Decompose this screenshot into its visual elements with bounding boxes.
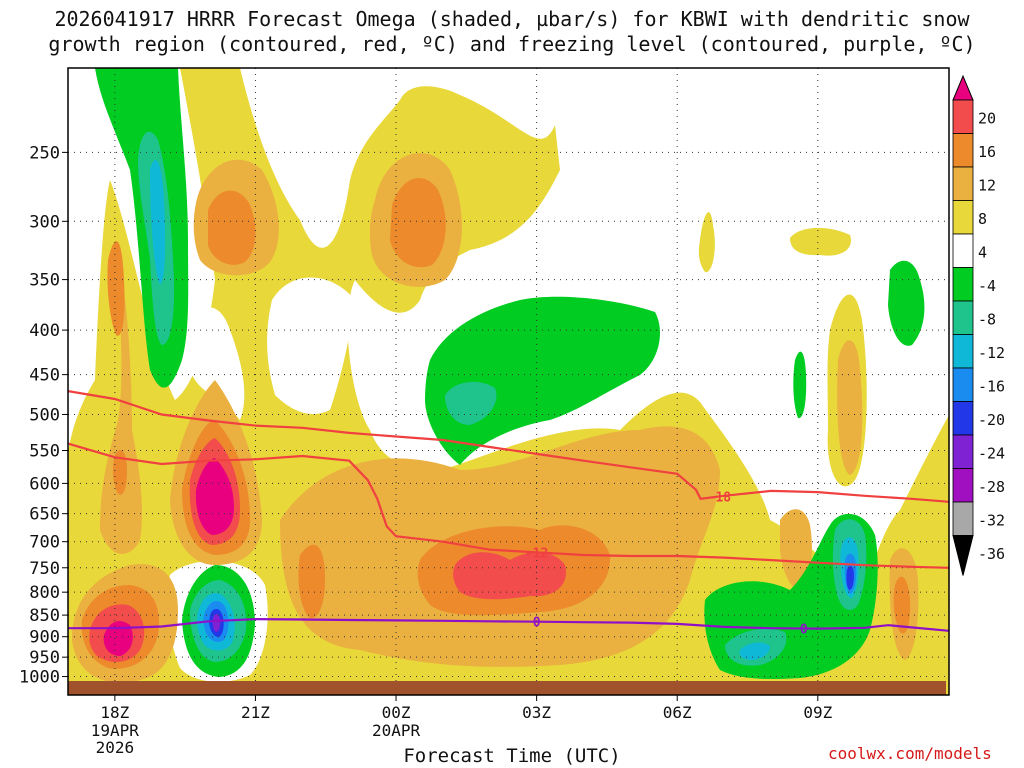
contour-lines: -12 -18 0 0 <box>68 390 949 638</box>
omega-region-cyan <box>150 160 166 285</box>
plot-frame <box>67 67 950 696</box>
colorbar-swatch <box>952 334 974 369</box>
x-tick-label: 03Z <box>522 703 551 722</box>
omega-region-light-orange <box>100 240 143 554</box>
x-tick-label: 09Z <box>803 703 832 722</box>
credit-link[interactable]: coolwx.com/models <box>828 744 992 763</box>
colorbar-swatch <box>952 166 974 201</box>
colorbar-cap-bottom <box>952 535 974 576</box>
x-tick-sublabel: 19APR <box>91 721 140 740</box>
y-tick-label: 550 <box>29 442 60 462</box>
y-tick-label: 500 <box>29 405 60 425</box>
colorbar-label: -8 <box>978 311 996 329</box>
colorbar-label: -32 <box>978 512 1005 530</box>
contour-label: -18 <box>708 490 732 505</box>
y-tick-label: 850 <box>29 606 60 626</box>
contour-label: -12 <box>525 546 548 561</box>
omega-region-orange <box>208 190 256 265</box>
colorbar-label: -16 <box>978 378 1005 396</box>
dendritic-growth-contour <box>68 442 949 569</box>
colorbar-swatch <box>952 434 974 469</box>
y-tick-label: 1000 <box>19 668 60 688</box>
x-tick-label: 21Z <box>241 703 270 722</box>
y-tick-label: 900 <box>29 628 60 648</box>
colorbar-swatch <box>952 367 974 402</box>
omega-region-orange <box>893 576 911 634</box>
colorbar-label: 4 <box>978 244 987 262</box>
colorbar-label: 16 <box>978 143 996 161</box>
colorbar-swatch <box>952 267 974 302</box>
x-tick-sublabel: 20APR <box>372 721 421 740</box>
omega-region-magenta <box>103 621 133 656</box>
omega-region-cyan <box>739 642 770 660</box>
x-axis-title: Forecast Time (UTC) <box>403 745 621 767</box>
omega-region-green <box>425 296 660 465</box>
colorbar-cap-top <box>952 74 974 101</box>
colorbar-swatch <box>952 133 974 168</box>
ground-strip <box>68 681 946 695</box>
y-tick-label: 400 <box>29 321 60 341</box>
y-tick-label: 800 <box>29 583 60 603</box>
colorbar-label: -28 <box>978 478 1005 496</box>
omega-region-red <box>453 552 566 600</box>
freezing-level-contour <box>68 617 949 632</box>
y-tick-label: 950 <box>29 648 60 668</box>
shaded-omega-field <box>68 68 949 695</box>
y-axis: 2503003504004505005506006507007508008509… <box>19 143 68 688</box>
contour-label: 0 <box>533 616 541 631</box>
omega-region-purple <box>212 613 221 632</box>
omega-region-orange <box>390 178 446 268</box>
x-tick-label: 06Z <box>663 703 692 722</box>
y-tick-label: 350 <box>29 271 60 291</box>
y-tick-label: 600 <box>29 474 60 494</box>
omega-region-dark-blue <box>846 565 854 590</box>
colorbar-swatch <box>952 233 974 268</box>
omega-region-teal <box>445 381 497 425</box>
omega-region-light-orange <box>837 340 863 475</box>
colorbar-label: 20 <box>978 110 996 128</box>
colorbar-label: -12 <box>978 344 1005 362</box>
omega-region-magenta <box>195 458 234 535</box>
y-tick-label: 650 <box>29 505 60 525</box>
omega-region-light-orange <box>780 509 812 590</box>
colorbar-swatch <box>952 300 974 335</box>
chart-title-line-1: 2026041917 HRRR Forecast Omega (shaded, … <box>54 7 970 31</box>
colorbar-label: 12 <box>978 177 996 195</box>
colorbar-swatch <box>952 401 974 436</box>
chart-title-line-2: growth region (contoured, red, ºC) and f… <box>48 32 976 56</box>
colorbar-label: -4 <box>978 277 996 295</box>
contour-label: 0 <box>800 623 808 638</box>
colorbar-swatch <box>952 501 974 536</box>
colorbar-label: -24 <box>978 445 1005 463</box>
omega-region-neutral <box>267 277 355 415</box>
colorbar-swatch <box>952 99 974 134</box>
colorbar-legend: 20 16 12 8 4 -4 -8 -12 -16 -20 -24 -28 -32 -36 <box>952 74 1005 576</box>
colorbar-label: -36 <box>978 545 1005 563</box>
omega-region-green <box>793 351 807 419</box>
x-tick-label: 18Z <box>100 703 129 722</box>
x-tick-sublabel: 2026 <box>96 738 135 757</box>
colorbar-swatch <box>952 200 974 235</box>
omega-region-yellow-upper-right <box>790 227 851 256</box>
dendritic-growth-contour <box>68 390 949 503</box>
y-tick-label: 450 <box>29 366 60 386</box>
y-tick-label: 700 <box>29 533 60 553</box>
colorbar-label: 8 <box>978 210 987 228</box>
grid-lines <box>68 68 949 695</box>
x-tick-label: 00Z <box>382 703 411 722</box>
y-tick-label: 750 <box>29 559 60 579</box>
omega-region-green <box>888 260 925 346</box>
omega-region-orange <box>107 241 125 336</box>
omega-region-yellow-small <box>698 212 715 273</box>
y-tick-label: 300 <box>29 212 60 232</box>
colorbar-swatch <box>952 468 974 503</box>
colorbar-label: -20 <box>978 411 1005 429</box>
omega-region-orange <box>298 544 325 619</box>
y-tick-label: 250 <box>29 143 60 163</box>
omega-region-neutral <box>185 307 245 420</box>
